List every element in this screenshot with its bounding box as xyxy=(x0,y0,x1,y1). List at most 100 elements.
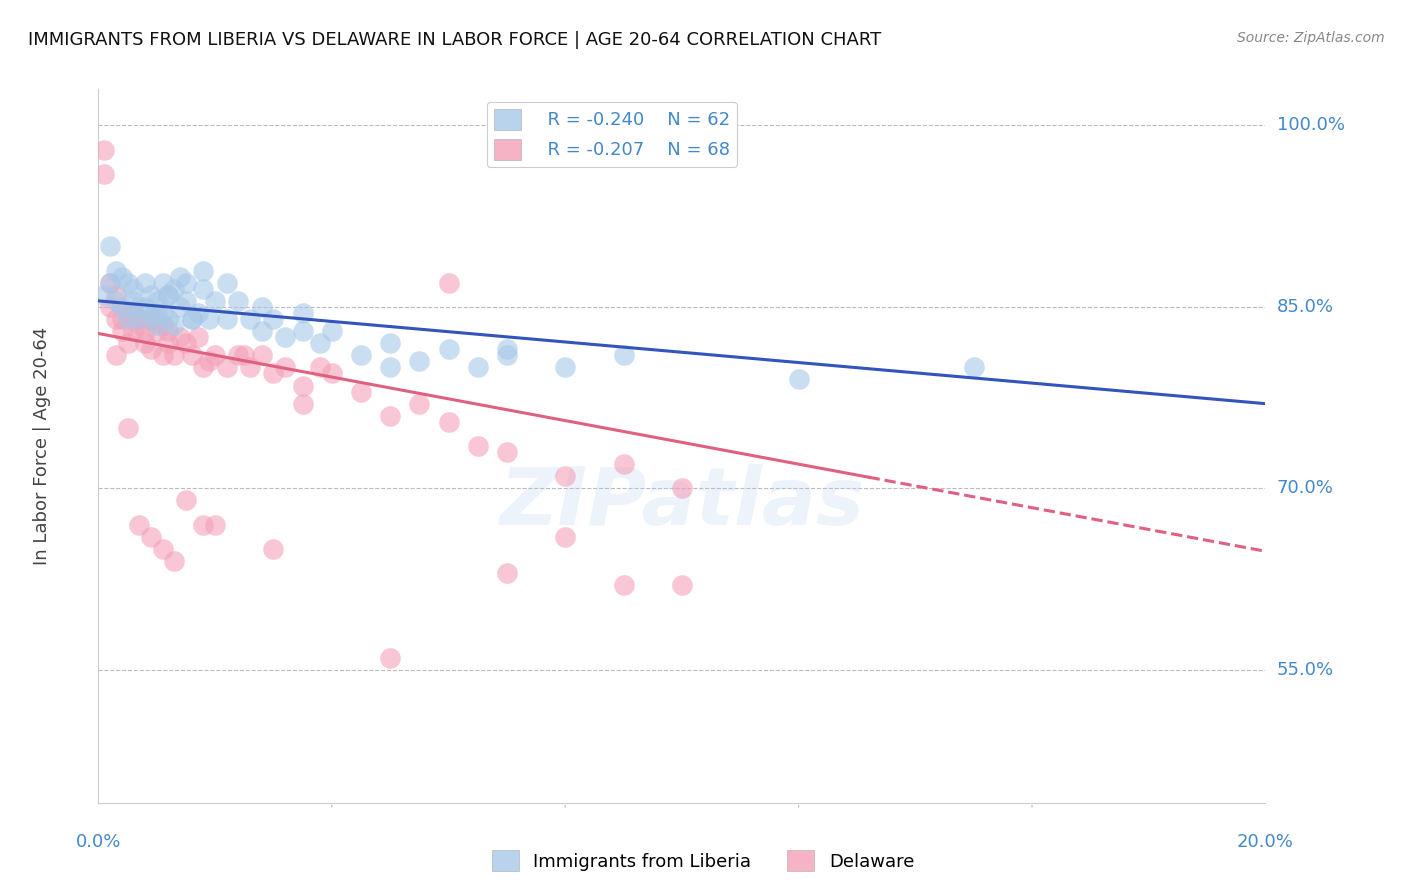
Text: 100.0%: 100.0% xyxy=(1277,117,1344,135)
Point xyxy=(193,263,215,277)
Point xyxy=(174,493,197,508)
Point xyxy=(228,348,250,362)
Point xyxy=(215,312,238,326)
Point xyxy=(193,360,215,375)
Point xyxy=(139,530,162,544)
Text: 85.0%: 85.0% xyxy=(1277,298,1333,316)
Point xyxy=(93,288,115,302)
Point xyxy=(467,439,489,453)
Point xyxy=(291,397,314,411)
Point xyxy=(350,348,373,362)
Point xyxy=(152,541,174,556)
Text: In Labor Force | Age 20-64: In Labor Force | Age 20-64 xyxy=(34,326,52,566)
Point xyxy=(380,336,402,351)
Point xyxy=(350,384,373,399)
Point xyxy=(204,293,226,308)
Point xyxy=(98,300,121,314)
Point xyxy=(157,288,180,302)
Point xyxy=(169,330,191,344)
Point xyxy=(467,360,489,375)
Text: 20.0%: 20.0% xyxy=(1237,833,1294,851)
Point xyxy=(496,566,519,580)
Point xyxy=(139,343,162,357)
Point xyxy=(128,300,150,314)
Point xyxy=(152,276,174,290)
Point xyxy=(321,324,343,338)
Point xyxy=(157,312,180,326)
Point xyxy=(98,276,121,290)
Point xyxy=(104,348,127,362)
Text: Source: ZipAtlas.com: Source: ZipAtlas.com xyxy=(1237,31,1385,45)
Point xyxy=(174,336,197,351)
Point xyxy=(111,324,134,338)
Point xyxy=(291,306,314,320)
Point xyxy=(554,530,576,544)
Text: 0.0%: 0.0% xyxy=(76,833,121,851)
Point xyxy=(117,306,139,320)
Point xyxy=(98,239,121,253)
Point xyxy=(671,578,693,592)
Point xyxy=(193,282,215,296)
Point xyxy=(180,312,202,326)
Point xyxy=(139,312,162,326)
Point xyxy=(612,457,634,471)
Point xyxy=(128,517,150,532)
Point xyxy=(187,330,209,344)
Point xyxy=(157,324,180,338)
Point xyxy=(437,343,460,357)
Point xyxy=(174,276,197,290)
Point xyxy=(554,360,576,375)
Point xyxy=(146,318,169,332)
Point xyxy=(152,348,174,362)
Point xyxy=(146,306,169,320)
Point xyxy=(139,310,162,324)
Point xyxy=(228,293,250,308)
Point xyxy=(111,269,134,284)
Point xyxy=(163,554,186,568)
Point xyxy=(117,312,139,326)
Point xyxy=(233,348,256,362)
Point xyxy=(262,367,284,381)
Point xyxy=(198,354,221,368)
Point xyxy=(117,276,139,290)
Point xyxy=(321,367,343,381)
Point xyxy=(204,517,226,532)
Point xyxy=(163,318,186,332)
Point xyxy=(215,360,238,375)
Point xyxy=(122,293,145,308)
Point xyxy=(117,336,139,351)
Point xyxy=(111,300,134,314)
Point xyxy=(104,293,127,308)
Point xyxy=(250,300,273,314)
Point xyxy=(408,397,430,411)
Point xyxy=(104,263,127,277)
Point xyxy=(787,372,810,386)
Text: 55.0%: 55.0% xyxy=(1277,661,1334,679)
Point xyxy=(146,293,169,308)
Point xyxy=(93,167,115,181)
Point xyxy=(262,541,284,556)
Point xyxy=(163,348,186,362)
Text: 70.0%: 70.0% xyxy=(1277,479,1333,498)
Point xyxy=(117,421,139,435)
Point xyxy=(291,378,314,392)
Point xyxy=(134,324,156,338)
Point xyxy=(111,312,134,326)
Point xyxy=(309,336,332,351)
Point xyxy=(180,348,202,362)
Point xyxy=(250,324,273,338)
Point xyxy=(239,360,262,375)
Point xyxy=(152,318,174,332)
Point xyxy=(134,300,156,314)
Point xyxy=(215,276,238,290)
Point xyxy=(134,276,156,290)
Point xyxy=(554,469,576,483)
Point xyxy=(146,324,169,338)
Point xyxy=(128,312,150,326)
Text: IMMIGRANTS FROM LIBERIA VS DELAWARE IN LABOR FORCE | AGE 20-64 CORRELATION CHART: IMMIGRANTS FROM LIBERIA VS DELAWARE IN L… xyxy=(28,31,882,49)
Point xyxy=(169,300,191,314)
Point xyxy=(180,312,202,326)
Point xyxy=(157,288,180,302)
Point xyxy=(163,282,186,296)
Point xyxy=(122,306,145,320)
